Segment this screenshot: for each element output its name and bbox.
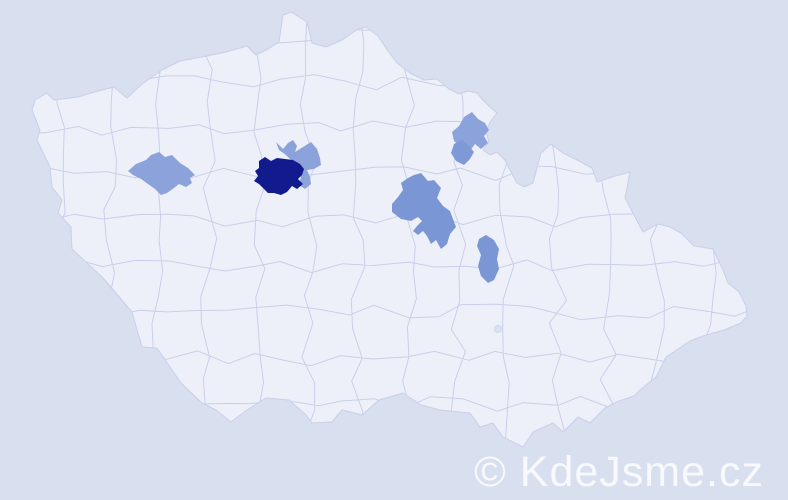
district-central-east-small[interactable] [477,235,499,283]
district-west-of-capital[interactable] [128,152,195,195]
district-central-east[interactable] [392,173,456,249]
small-enclave-district [494,325,502,333]
watermark: © KdeJsme.cz [474,448,764,496]
country-shape [31,11,748,448]
district-northeast-south-neighbor[interactable] [451,140,474,165]
district-capital[interactable] [254,157,304,195]
district-capital-east-neighbor[interactable] [276,140,321,189]
